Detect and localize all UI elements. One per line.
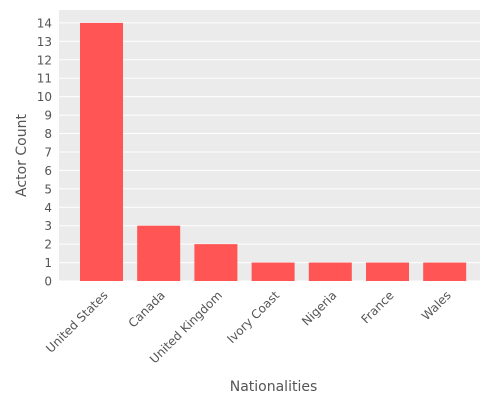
x-tick-label: Nigeria: [299, 288, 339, 328]
y-tick-label: 10: [37, 90, 52, 104]
y-tick-label: 0: [44, 275, 52, 289]
x-tick-label: France: [359, 288, 397, 326]
y-tick-label: 11: [37, 72, 52, 86]
y-axis-title: Actor Count: [14, 114, 30, 197]
x-tick-label: Ivory Coast: [224, 288, 282, 346]
bar-ivory-coast: [251, 262, 295, 281]
bar-nigeria: [308, 262, 352, 281]
y-tick-label: 8: [44, 127, 52, 141]
y-tick-label: 5: [44, 182, 52, 196]
bar-canada: [137, 225, 181, 281]
bars: [80, 22, 467, 282]
plot-background: [59, 10, 480, 281]
x-axis-title: Nationalities: [230, 379, 318, 395]
y-tick-label: 7: [44, 145, 52, 159]
bar-wales: [423, 262, 467, 281]
bar-france: [366, 262, 409, 281]
y-tick-label: 6: [44, 164, 52, 178]
x-tick-label: Wales: [419, 288, 454, 323]
bar-united-states: [80, 22, 123, 282]
y-tick-label: 12: [37, 53, 52, 67]
x-tick-label: Canada: [126, 288, 168, 330]
y-tick-label: 14: [37, 16, 52, 30]
y-tick-label: 13: [37, 35, 52, 49]
gridlines: [59, 22, 480, 282]
y-tick-label: 1: [44, 256, 52, 270]
x-tick-label: United States: [43, 288, 110, 355]
y-tick-label: 3: [44, 219, 52, 233]
y-tick-label: 2: [44, 238, 52, 252]
y-tick-label: 4: [44, 201, 52, 215]
y-tick-label: 9: [44, 109, 52, 123]
bar-united-kingdom: [194, 244, 238, 281]
